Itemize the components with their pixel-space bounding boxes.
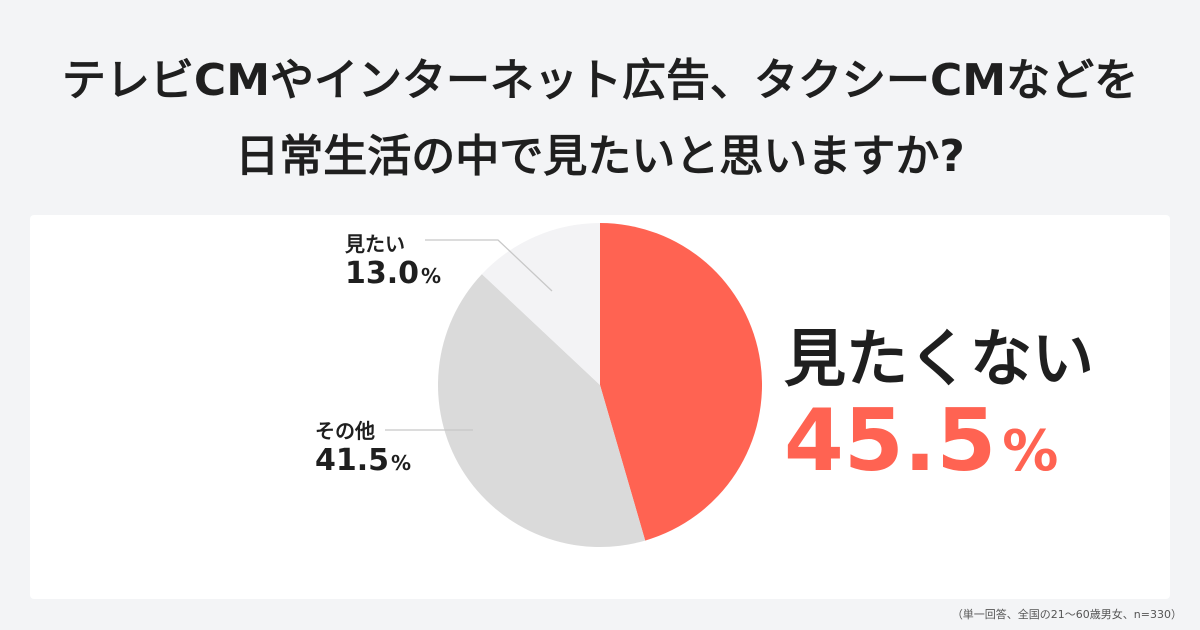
label-want-value: 13.0 bbox=[345, 256, 420, 291]
slice-not-want bbox=[600, 223, 762, 541]
footnote: （単一回答、全国の21～60歳男女、n=330） bbox=[951, 608, 1182, 621]
label-other-value: 41.5 bbox=[315, 443, 390, 478]
slice-other bbox=[437, 274, 646, 547]
label-not-want-value: 45.5 bbox=[784, 391, 997, 491]
chart-title-line-2: 日常生活の中で見たいと思いますか? bbox=[235, 131, 965, 182]
label-want: 見たい 13.0% bbox=[345, 232, 441, 292]
label-other-unit: % bbox=[391, 451, 412, 475]
label-not-want-text: 見たくない bbox=[784, 322, 1095, 395]
leader-line-want bbox=[425, 239, 553, 292]
label-other: その他 41.5% bbox=[315, 419, 411, 479]
chart-title-line-1: テレビCMやインターネット広告、タクシーCMなどを bbox=[61, 55, 1139, 106]
label-want-unit: % bbox=[421, 264, 442, 288]
label-not-want: 見たくない 45.5% bbox=[784, 322, 1095, 491]
chart-card: 見たい 13.0% その他 41.5% 見たくない 45.5% bbox=[30, 215, 1170, 599]
label-want-text: 見たい bbox=[345, 232, 405, 256]
slice-want bbox=[481, 223, 600, 385]
pie-chart bbox=[385, 223, 762, 547]
label-other-text: その他 bbox=[315, 419, 375, 443]
label-not-want-unit: % bbox=[1002, 419, 1059, 484]
